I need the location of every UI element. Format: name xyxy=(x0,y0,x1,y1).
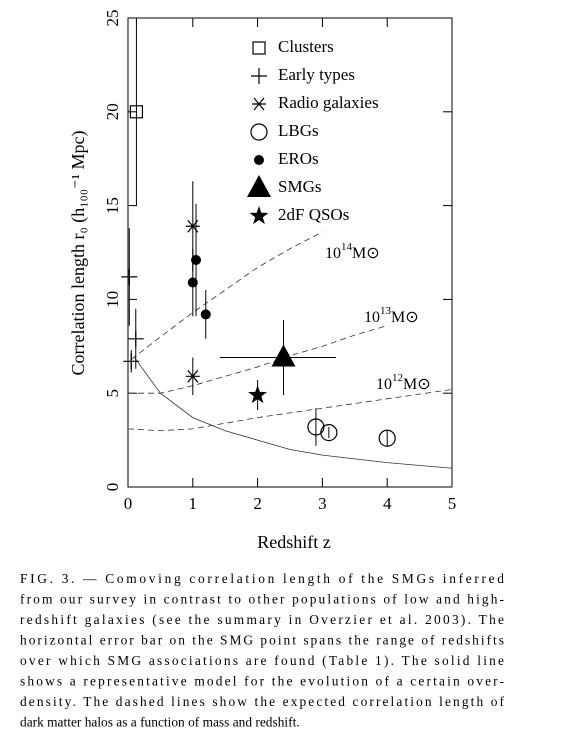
legend-marker xyxy=(247,175,271,197)
legend-marker-part xyxy=(247,175,271,197)
data-point xyxy=(248,385,268,404)
data-point-part xyxy=(248,385,268,404)
data-point xyxy=(378,429,396,447)
data-point-part xyxy=(378,429,396,447)
data-point xyxy=(121,268,138,285)
legend-marker-part xyxy=(254,155,264,165)
curve-label-exp: 14 xyxy=(341,241,353,253)
caption-line: redshift galaxies (see the summary in Ov… xyxy=(20,612,504,627)
legend-label: Radio galaxies xyxy=(278,93,379,112)
legend-marker-part xyxy=(252,97,266,111)
y-tick-label: 10 xyxy=(103,291,122,308)
data-point-part xyxy=(127,330,144,347)
data-point xyxy=(320,423,338,442)
legend-marker-part xyxy=(249,206,269,225)
legend-label: SMGs xyxy=(278,177,321,196)
caption-line: shows a representative model for the evo… xyxy=(20,674,504,689)
curve-label: 1013M⊙ xyxy=(364,305,419,326)
data-point xyxy=(200,309,211,320)
data-point xyxy=(127,330,144,347)
y-tick-label: 5 xyxy=(103,389,122,398)
data-point xyxy=(187,277,198,288)
caption-line: from our survey in contrast to other pop… xyxy=(20,592,504,607)
data-point xyxy=(123,353,140,370)
data-point-part xyxy=(123,353,140,370)
caption-line: horizontal error bar on the SMG point sp… xyxy=(20,633,504,648)
curve-label-base: 10 xyxy=(364,309,380,326)
curve-label-unit: M⊙ xyxy=(403,376,431,393)
legend-marker xyxy=(254,155,264,165)
curve-label-unit: M⊙ xyxy=(352,245,380,262)
data-point-part xyxy=(185,369,200,383)
x-axis-label: Redshift z xyxy=(257,532,331,552)
curve-label-exp: 13 xyxy=(380,305,392,317)
x-tick-label: 3 xyxy=(318,494,327,513)
model-curve xyxy=(130,231,323,360)
caption-line: dark matter halos as a function of mass … xyxy=(20,715,300,730)
data-point-part xyxy=(200,309,211,320)
legend-marker-part xyxy=(250,123,268,141)
legend-label: EROs xyxy=(278,149,319,168)
legend-marker-part xyxy=(252,41,266,55)
data-point-part xyxy=(129,105,144,119)
legend-label: LBGs xyxy=(278,121,319,140)
legend-marker xyxy=(252,97,266,111)
legend-label: 2dF QSOs xyxy=(278,205,349,224)
data-point-part xyxy=(320,423,338,442)
data-point xyxy=(271,344,296,367)
model-curve xyxy=(128,325,388,394)
plot-frame xyxy=(127,17,453,488)
x-tick-label: 0 xyxy=(124,494,133,513)
data-point-part xyxy=(191,255,202,266)
model-curve xyxy=(127,389,453,432)
y-tick-label: 0 xyxy=(103,483,122,492)
data-point-part xyxy=(271,344,296,367)
curve-label-base: 10 xyxy=(325,245,341,262)
x-tick-label: 5 xyxy=(448,494,457,513)
caption-line: FIG. 3. — Comoving correlation length of… xyxy=(20,571,504,586)
data-point xyxy=(129,105,144,119)
model-curve xyxy=(134,357,453,469)
x-tick-label: 2 xyxy=(253,494,262,513)
x-tick-label: 4 xyxy=(383,494,392,513)
legend-marker xyxy=(249,206,269,225)
data-point xyxy=(191,255,202,266)
legend-marker-part xyxy=(251,68,267,84)
legend-marker xyxy=(250,123,268,141)
y-axis-label: Correlation length r₀ (h₁₀₀⁻¹ Mpc) xyxy=(68,131,89,376)
x-tick-label: 1 xyxy=(189,494,198,513)
data-point-part xyxy=(187,277,198,288)
curve-label: 1012M⊙ xyxy=(376,372,431,393)
y-tick-label: 15 xyxy=(103,197,122,214)
y-tick-label: 25 xyxy=(103,10,122,27)
legend-marker xyxy=(251,68,267,84)
caption-line: density. The dashed lines show the expec… xyxy=(20,694,505,709)
curve-label-exp: 12 xyxy=(392,372,403,384)
curve-label-base: 10 xyxy=(376,376,392,393)
caption-line: over which SMG associations are found (T… xyxy=(20,653,504,668)
legend-label: Clusters xyxy=(278,37,334,56)
data-point xyxy=(185,369,200,383)
legend-marker xyxy=(252,41,266,55)
legend-label: Early types xyxy=(278,65,355,84)
y-tick-label: 20 xyxy=(103,103,122,120)
data-point-part xyxy=(121,268,138,285)
curve-label: 1014M⊙ xyxy=(325,241,380,262)
curve-label-unit: M⊙ xyxy=(391,309,419,326)
